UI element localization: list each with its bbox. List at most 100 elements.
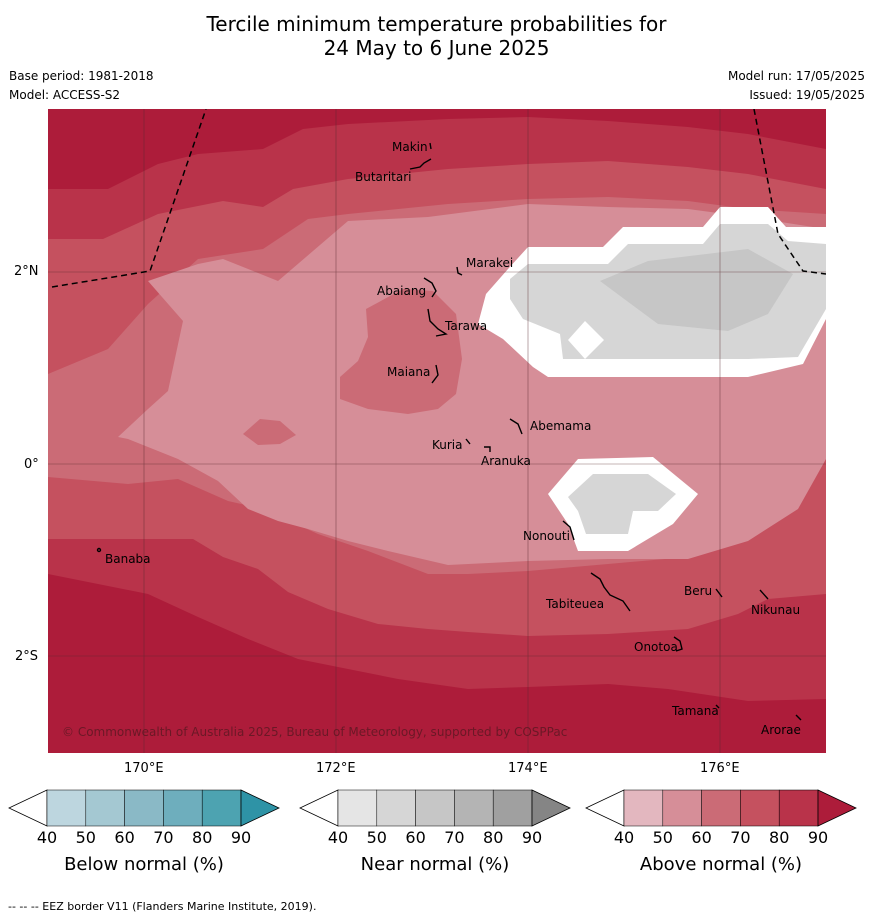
- lat-label-2s: 2°S: [15, 649, 39, 664]
- colorbar-high-extend: [817, 789, 857, 827]
- lon-label-176e: 176°E: [700, 761, 740, 776]
- colorbar-segment: [701, 789, 741, 827]
- near-40-north-hole: [568, 321, 604, 359]
- colorbar-segment: [46, 789, 87, 827]
- colorbar-tick-label: 80: [769, 828, 789, 847]
- colorbar-title: Near normal (%): [361, 854, 510, 875]
- colorbar-high-extend: [240, 789, 280, 827]
- banaba-island-shape: [96, 547, 102, 553]
- band-60-blob-small: [243, 419, 296, 445]
- model-text: Model: ACCESS-S2: [9, 88, 121, 102]
- probability-map: Makin Butaritari Marakei Abaiang Tarawa …: [48, 109, 826, 753]
- colorbar-legends: 40 50 60 70 80 90 Below normal (%) 40 50 60 70 80 9…: [8, 789, 857, 875]
- colorbar-tick-label: 40: [328, 828, 348, 847]
- arorae-island-shape: [795, 714, 802, 721]
- map-title: Tercile minimum temperature probabilitie…: [0, 12, 873, 60]
- colorbar-segment: [376, 789, 416, 827]
- colorbar-below-normal: 40 50 60 70 80 90 Below normal (%): [8, 789, 280, 875]
- tarawa-island-shape: [427, 308, 448, 337]
- colorbar-tick-label: 40: [37, 828, 57, 847]
- place-label: Marakei: [466, 256, 513, 270]
- title-line-2: 24 May to 6 June 2025: [323, 36, 550, 60]
- colorbar-tick-label: 50: [76, 828, 96, 847]
- issued-text: Issued: 19/05/2025: [749, 88, 865, 102]
- colorbar-segment: [454, 789, 494, 827]
- graticule: [48, 109, 826, 753]
- place-label: Tarawa: [444, 319, 487, 333]
- near-50-south: [568, 474, 676, 534]
- place-label: Abaiang: [377, 284, 426, 298]
- place-label: Aranuka: [481, 454, 531, 468]
- eez-border: [51, 109, 826, 288]
- place-label: Tamana: [671, 704, 719, 718]
- nikunau-island-shape: [759, 589, 769, 600]
- island-outlines: [96, 142, 802, 721]
- colorbar-segment: [740, 789, 780, 827]
- lat-label-0: 0°: [24, 457, 39, 472]
- colorbar-tick-label: 90: [522, 828, 542, 847]
- place-label: Makin: [392, 140, 428, 154]
- place-label: Tabiteuea: [545, 597, 604, 611]
- colorbar-low-extend: [585, 789, 625, 827]
- place-label: Banaba: [105, 552, 151, 566]
- colorbar-segment: [492, 789, 533, 827]
- place-label: Beru: [684, 584, 712, 598]
- colorbar-tick-label: 60: [405, 828, 425, 847]
- colorbar-tick-label: 90: [231, 828, 251, 847]
- colorbar-high-extend: [531, 789, 571, 827]
- colorbar-segment: [163, 789, 203, 827]
- lon-label-170e: 170°E: [124, 761, 164, 776]
- colorbar-tick-label: 50: [367, 828, 387, 847]
- kuria-island-shape: [465, 438, 471, 445]
- abaiang-island-shape: [423, 277, 437, 298]
- place-label: Onotoa: [634, 640, 678, 654]
- base-period-text: Base period: 1981-2018: [9, 69, 154, 83]
- colorbar-tick-label: 50: [653, 828, 673, 847]
- place-label: Nonouti: [523, 529, 570, 543]
- colorbar-segment: [778, 789, 819, 827]
- colorbar-tick-label: 60: [114, 828, 134, 847]
- eez-footnote: -- -- -- EEZ border V11 (Flanders Marine…: [8, 900, 317, 913]
- colorbar-segment: [337, 789, 378, 827]
- lon-label-174e: 174°E: [508, 761, 548, 776]
- place-label: Butaritari: [355, 170, 412, 184]
- colorbar-low-extend: [299, 789, 339, 827]
- colorbar-segment: [201, 789, 242, 827]
- colorbar-tick-label: 70: [730, 828, 750, 847]
- colorbar-near-normal: 40 50 60 70 80 90 Near normal (%): [299, 789, 571, 875]
- lat-label-2n: 2°N: [14, 264, 39, 279]
- colorbar-tick-label: 90: [808, 828, 828, 847]
- onotoa-island-shape: [673, 636, 683, 652]
- colorbar-tick-label: 80: [192, 828, 212, 847]
- maiana-island-shape: [431, 364, 439, 384]
- nonouti-island-shape: [562, 520, 575, 541]
- abemama-island-shape: [509, 418, 523, 435]
- beru-island-shape: [715, 588, 723, 598]
- colorbar-tick-label: 60: [691, 828, 711, 847]
- colorbar-segment: [124, 789, 164, 827]
- near-60-north: [600, 249, 793, 331]
- makin-island-shape: [429, 142, 432, 150]
- place-labels: Makin Butaritari Marakei Abaiang Tarawa …: [105, 140, 801, 737]
- colorbar-above-normal: 40 50 60 70 80 90 Above normal (%): [585, 789, 857, 875]
- place-label: Abemama: [530, 419, 591, 433]
- title-line-1: Tercile minimum temperature probabilitie…: [206, 12, 667, 36]
- colorbar-segment: [623, 789, 664, 827]
- model-run-text: Model run: 17/05/2025: [727, 69, 865, 83]
- colorbar-tick-label: 80: [483, 828, 503, 847]
- colorbar-title: Below normal (%): [64, 854, 224, 875]
- tamana-island-shape: [715, 704, 720, 709]
- colorbar-segment: [662, 789, 702, 827]
- place-label: Maiana: [387, 365, 430, 379]
- place-label: Arorae: [761, 723, 801, 737]
- colorbar-segment: [415, 789, 455, 827]
- tabiteuea-island-shape: [590, 572, 631, 612]
- colorbar-tick-label: 70: [153, 828, 173, 847]
- aranuka-island-shape: [484, 446, 491, 452]
- lon-label-172e: 172°E: [316, 761, 356, 776]
- band-60-blob: [340, 289, 462, 414]
- copyright-text: © Commonwealth of Australia 2025, Bureau…: [62, 725, 567, 739]
- place-label: Nikunau: [751, 603, 800, 617]
- colorbar-low-extend: [8, 789, 48, 827]
- place-label: Kuria: [432, 438, 463, 452]
